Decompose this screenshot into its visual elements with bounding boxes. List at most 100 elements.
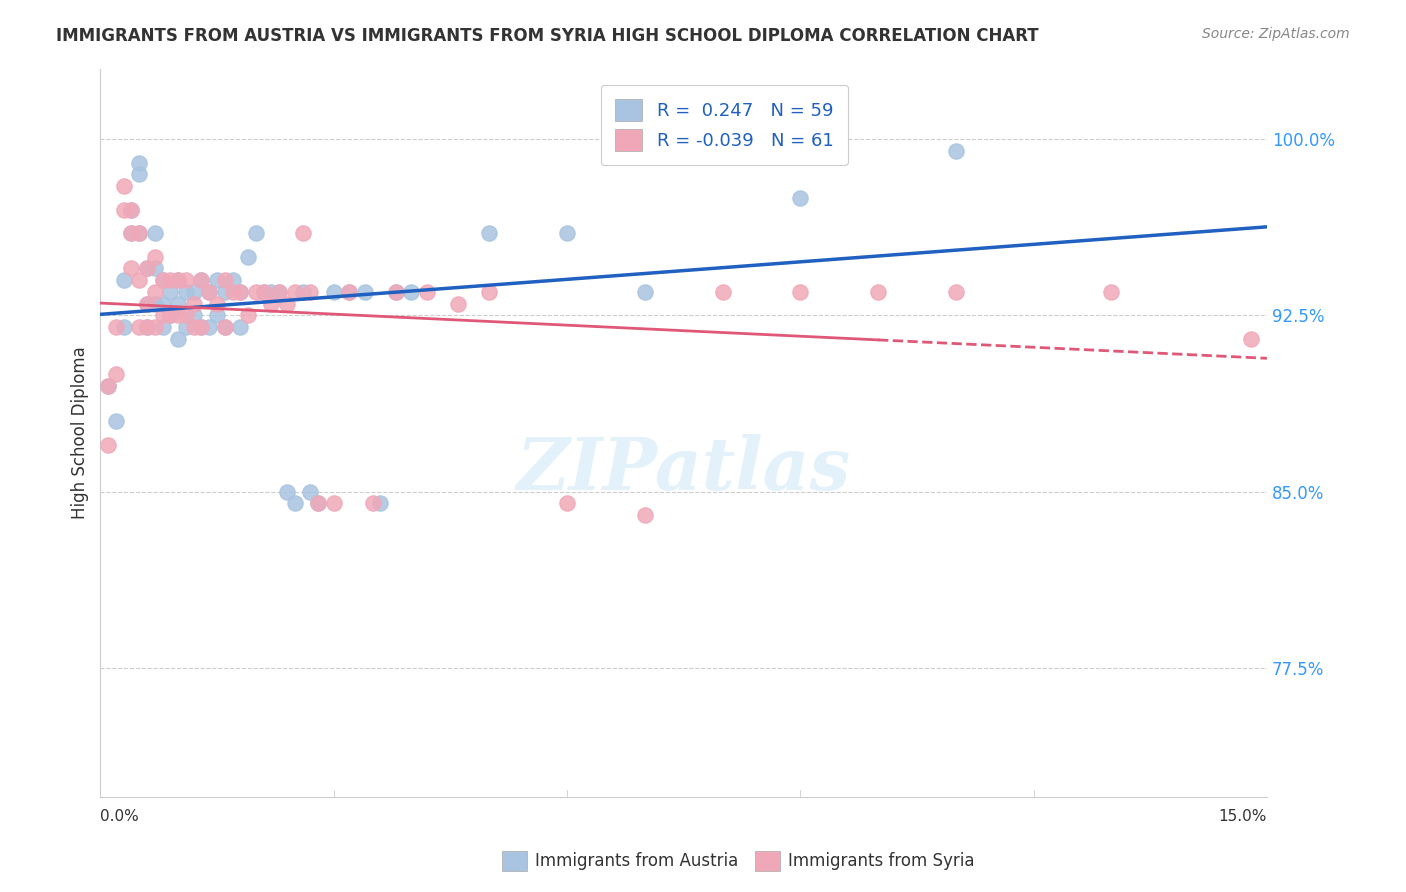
- Point: [789, 191, 811, 205]
- Point: [167, 309, 190, 323]
- Point: [353, 285, 375, 299]
- Text: ZIPatlas: ZIPatlas: [516, 434, 851, 505]
- Point: [276, 484, 298, 499]
- Point: [205, 273, 228, 287]
- Point: [104, 367, 127, 381]
- Point: [214, 320, 236, 334]
- Point: [128, 226, 150, 240]
- Point: [401, 285, 423, 299]
- Point: [190, 320, 212, 334]
- Point: [337, 285, 360, 299]
- Point: [152, 273, 174, 287]
- Point: [337, 285, 360, 299]
- Point: [284, 496, 307, 510]
- Point: [120, 202, 142, 217]
- Point: [385, 285, 408, 299]
- Point: [221, 273, 243, 287]
- Point: [120, 202, 142, 217]
- Point: [159, 309, 181, 323]
- Point: [253, 285, 276, 299]
- Point: [269, 285, 291, 299]
- Point: [174, 320, 197, 334]
- Text: IMMIGRANTS FROM AUSTRIA VS IMMIGRANTS FROM SYRIA HIGH SCHOOL DIPLOMA CORRELATION: IMMIGRANTS FROM AUSTRIA VS IMMIGRANTS FR…: [56, 27, 1039, 45]
- Point: [159, 285, 181, 299]
- Point: [136, 296, 159, 310]
- Point: [299, 285, 322, 299]
- Point: [229, 285, 252, 299]
- Point: [284, 285, 307, 299]
- Point: [136, 261, 159, 276]
- Point: [190, 273, 212, 287]
- Point: [789, 285, 811, 299]
- Point: [183, 296, 205, 310]
- Point: [1099, 285, 1122, 299]
- Point: [143, 226, 166, 240]
- Point: [136, 296, 159, 310]
- Text: Source: ZipAtlas.com: Source: ZipAtlas.com: [1202, 27, 1350, 41]
- Legend: R =  0.247   N = 59, R = -0.039   N = 61: R = 0.247 N = 59, R = -0.039 N = 61: [600, 85, 848, 165]
- Point: [136, 261, 159, 276]
- Point: [198, 285, 221, 299]
- Point: [322, 496, 344, 510]
- Point: [143, 285, 166, 299]
- Point: [152, 296, 174, 310]
- Point: [174, 273, 197, 287]
- Point: [167, 273, 190, 287]
- Point: [143, 296, 166, 310]
- Point: [868, 285, 890, 299]
- Point: [385, 285, 408, 299]
- Point: [221, 285, 243, 299]
- Point: [634, 285, 657, 299]
- Point: [322, 285, 344, 299]
- Point: [143, 261, 166, 276]
- Point: [245, 285, 267, 299]
- Point: [120, 261, 142, 276]
- Point: [174, 309, 197, 323]
- Point: [112, 202, 135, 217]
- Point: [555, 496, 578, 510]
- Point: [97, 438, 120, 452]
- Point: [205, 296, 228, 310]
- Point: [128, 273, 150, 287]
- Point: [945, 144, 967, 158]
- Point: [299, 484, 322, 499]
- Point: [190, 273, 212, 287]
- Point: [478, 226, 501, 240]
- Point: [136, 320, 159, 334]
- Point: [214, 320, 236, 334]
- Point: [291, 226, 314, 240]
- Point: [205, 309, 228, 323]
- Point: [183, 309, 205, 323]
- Point: [97, 379, 120, 393]
- Text: 15.0%: 15.0%: [1219, 809, 1267, 824]
- Point: [307, 496, 329, 510]
- Point: [104, 320, 127, 334]
- Point: [229, 285, 252, 299]
- Point: [143, 250, 166, 264]
- Text: 0.0%: 0.0%: [100, 809, 139, 824]
- Point: [120, 226, 142, 240]
- Point: [478, 285, 501, 299]
- Point: [245, 226, 267, 240]
- Point: [214, 273, 236, 287]
- Point: [174, 285, 197, 299]
- Point: [711, 285, 734, 299]
- Point: [104, 414, 127, 428]
- Point: [152, 273, 174, 287]
- Point: [128, 320, 150, 334]
- Point: [152, 309, 174, 323]
- Point: [269, 285, 291, 299]
- Point: [416, 285, 439, 299]
- Point: [112, 320, 135, 334]
- Point: [307, 496, 329, 510]
- Point: [634, 508, 657, 523]
- Point: [97, 379, 120, 393]
- Point: [260, 296, 283, 310]
- Point: [945, 285, 967, 299]
- Point: [368, 496, 391, 510]
- Point: [183, 285, 205, 299]
- Point: [152, 320, 174, 334]
- Y-axis label: High School Diploma: High School Diploma: [72, 347, 89, 519]
- Point: [143, 320, 166, 334]
- Point: [361, 496, 384, 510]
